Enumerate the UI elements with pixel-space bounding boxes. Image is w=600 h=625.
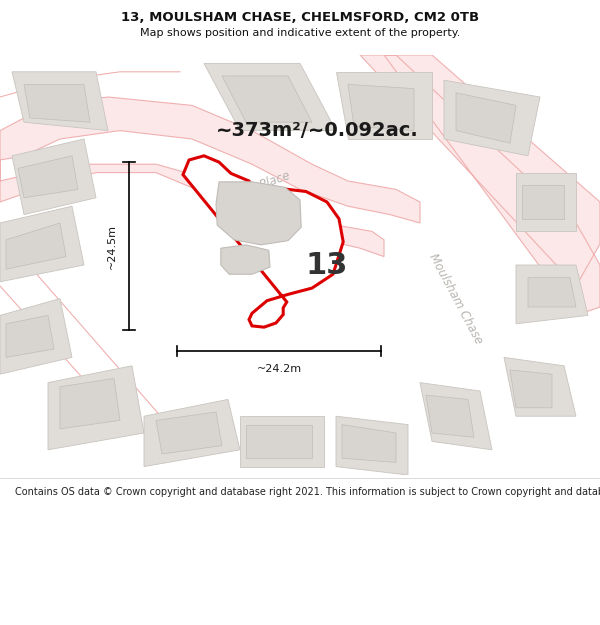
Polygon shape [60,378,120,429]
Polygon shape [222,76,312,122]
Polygon shape [504,357,576,416]
Polygon shape [0,206,84,282]
Polygon shape [240,416,324,467]
Polygon shape [144,399,240,467]
Text: ~24.2m: ~24.2m [256,364,302,374]
Text: Contains OS data © Crown copyright and database right 2021. This information is : Contains OS data © Crown copyright and d… [15,487,600,497]
Text: ~24.5m: ~24.5m [107,224,117,269]
Text: Moulsham Chase: Moulsham Chase [427,251,485,346]
Polygon shape [0,299,72,374]
Polygon shape [221,245,270,274]
Polygon shape [48,366,144,450]
Polygon shape [0,97,420,257]
Polygon shape [426,395,474,438]
Polygon shape [6,223,66,269]
Polygon shape [528,278,576,307]
Polygon shape [6,316,54,357]
Polygon shape [336,416,408,475]
Polygon shape [516,173,576,231]
Polygon shape [516,265,588,324]
Polygon shape [12,139,96,214]
Polygon shape [183,156,343,327]
Polygon shape [342,424,396,462]
Polygon shape [204,63,336,131]
Polygon shape [444,80,540,156]
Polygon shape [18,156,78,198]
Polygon shape [456,92,516,143]
Polygon shape [216,182,301,245]
Polygon shape [348,84,414,131]
Polygon shape [420,382,492,450]
Polygon shape [12,72,108,131]
Text: 13, MOULSHAM CHASE, CHELMSFORD, CM2 0TB: 13, MOULSHAM CHASE, CHELMSFORD, CM2 0TB [121,11,479,24]
Polygon shape [156,412,222,454]
Text: 13: 13 [306,251,348,279]
Polygon shape [246,424,312,458]
Text: ~373m²/~0.092ac.: ~373m²/~0.092ac. [216,121,419,140]
Polygon shape [510,370,552,408]
Polygon shape [24,84,90,122]
Text: Map shows position and indicative extent of the property.: Map shows position and indicative extent… [140,29,460,39]
Polygon shape [336,72,432,139]
Polygon shape [360,55,600,316]
Polygon shape [522,185,564,219]
Text: Arnotes Place: Arnotes Place [212,169,292,209]
